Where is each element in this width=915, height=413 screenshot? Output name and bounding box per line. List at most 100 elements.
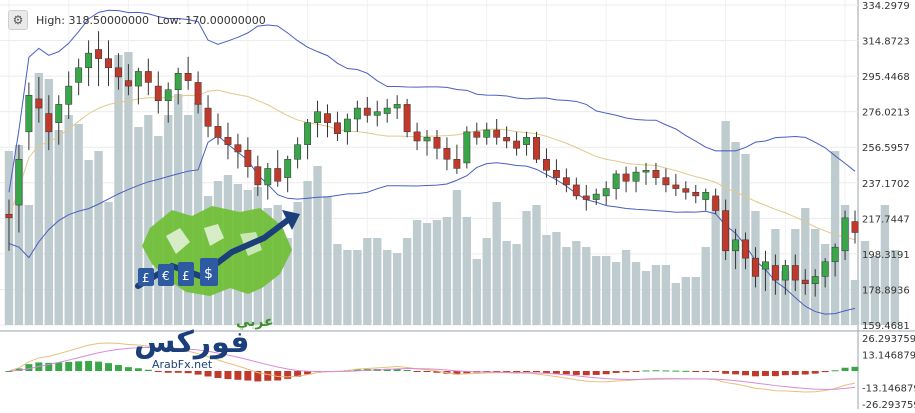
- macd-histogram-bar: [562, 371, 570, 375]
- candle-body: [831, 246, 839, 263]
- macd-histogram-bar: [831, 370, 839, 372]
- bollinger-bands: [8, 9, 856, 315]
- volume-bar: [104, 202, 113, 325]
- macd-histogram-bar: [682, 370, 690, 372]
- candle-body: [493, 129, 501, 138]
- macd-histogram-bar: [244, 371, 252, 381]
- macd-histogram-bar: [542, 371, 550, 373]
- high-label: High: 318.50000000: [36, 13, 149, 27]
- candle-body: [304, 122, 312, 145]
- macd-histogram-bar: [284, 371, 292, 379]
- candle-body: [423, 137, 431, 142]
- candle-body: [324, 113, 331, 123]
- volume-bar: [24, 205, 34, 325]
- candle-body: [134, 71, 142, 87]
- y-tick-label: 276.0213: [862, 108, 910, 119]
- macd-histogram-bar: [154, 371, 162, 372]
- candle-body: [702, 191, 710, 200]
- macd-tick-label: 26.2937595: [862, 334, 915, 345]
- volume-bar: [363, 238, 372, 325]
- price-axis: 334.2979 314.8723 295.4468 276.0213 256.5957…: [862, 1, 910, 332]
- macd-histogram-bar: [781, 371, 789, 376]
- y-tick-label: 198.3191: [862, 250, 910, 261]
- logo-arabic-main: فوركس: [134, 325, 250, 360]
- macd-histogram-bar: [483, 371, 491, 372]
- macd-histogram-bar: [712, 371, 720, 372]
- macd-histogram-bar: [592, 371, 600, 375]
- macd-histogram-bar: [274, 371, 282, 381]
- candles: [5, 31, 859, 297]
- volume-bar: [412, 220, 422, 325]
- candle-body: [712, 195, 720, 211]
- macd-histogram-bar: [841, 367, 849, 371]
- macd-histogram-bar: [513, 371, 521, 372]
- macd-histogram-bar: [732, 371, 740, 375]
- macd-histogram-bar: [264, 371, 272, 381]
- volume-bar: [124, 52, 133, 325]
- volume-bar: [94, 151, 103, 325]
- volume-bar: [711, 199, 720, 325]
- candle-body: [752, 257, 759, 277]
- candle-body: [144, 71, 152, 83]
- candle-body: [115, 67, 122, 78]
- candle-body: [602, 188, 610, 197]
- candle-body: [294, 144, 302, 160]
- candle-body: [692, 191, 700, 197]
- macd-histogram-bar: [632, 371, 640, 372]
- logo-url: ArabFx.net: [152, 358, 213, 371]
- macd-histogram-bar: [95, 361, 103, 371]
- macd-histogram-bar: [254, 371, 262, 382]
- candle-body: [314, 111, 321, 123]
- volume-bar: [840, 205, 850, 325]
- candle-body: [373, 111, 381, 116]
- candle-body: [204, 107, 212, 127]
- candle-body: [5, 213, 13, 219]
- volume-bar: [641, 271, 651, 325]
- candle-body: [841, 217, 849, 252]
- volume-bar: [781, 271, 790, 325]
- arabfx-logo: £ € £ $ عربي فوركس ArabFx.net: [134, 206, 300, 371]
- volume-bar: [74, 124, 83, 325]
- volume-bar: [860, 241, 870, 325]
- candle-body: [632, 171, 640, 182]
- macd-tick-label: 13.1468797: [862, 351, 915, 362]
- volume-bar: [14, 145, 24, 325]
- volume-bar: [462, 217, 472, 325]
- gear-icon[interactable]: ⚙: [8, 10, 28, 30]
- macd-histogram-bar: [572, 371, 580, 375]
- candle-body: [543, 159, 550, 171]
- macd-signal-line: [8, 346, 856, 390]
- candle-body: [612, 173, 620, 189]
- candle-body: [821, 261, 829, 277]
- macd-histogram-bar: [413, 371, 421, 372]
- candle-body: [194, 82, 202, 105]
- candle-body: [363, 107, 371, 116]
- volume-bar: [432, 220, 442, 325]
- candle-body: [453, 159, 461, 169]
- candle-body: [433, 137, 441, 149]
- candle-body: [413, 131, 421, 142]
- volume-bar: [552, 232, 561, 325]
- macd-histogram-bar: [353, 369, 361, 371]
- candle-body: [124, 80, 132, 87]
- volume-bar: [611, 262, 621, 325]
- candle-body: [105, 58, 112, 69]
- macd-histogram-bar: [503, 371, 511, 372]
- macd-histogram-bar: [194, 371, 202, 375]
- volume-bar: [492, 202, 501, 325]
- candle-body: [154, 85, 162, 101]
- candle-body: [582, 195, 590, 200]
- macd-histogram-bar: [55, 362, 63, 371]
- candle-body: [722, 210, 730, 252]
- macd-histogram-bar: [801, 371, 809, 375]
- macd-histogram-bar: [722, 371, 730, 374]
- candle-body: [284, 159, 292, 178]
- candle-body: [334, 122, 341, 134]
- volume-bar: [323, 196, 332, 325]
- macd-histogram-bar: [811, 371, 819, 374]
- volume-bar: [333, 244, 342, 325]
- macd-histogram-bar: [702, 371, 710, 372]
- macd-histogram-bar: [761, 371, 769, 376]
- candle-body: [25, 94, 33, 133]
